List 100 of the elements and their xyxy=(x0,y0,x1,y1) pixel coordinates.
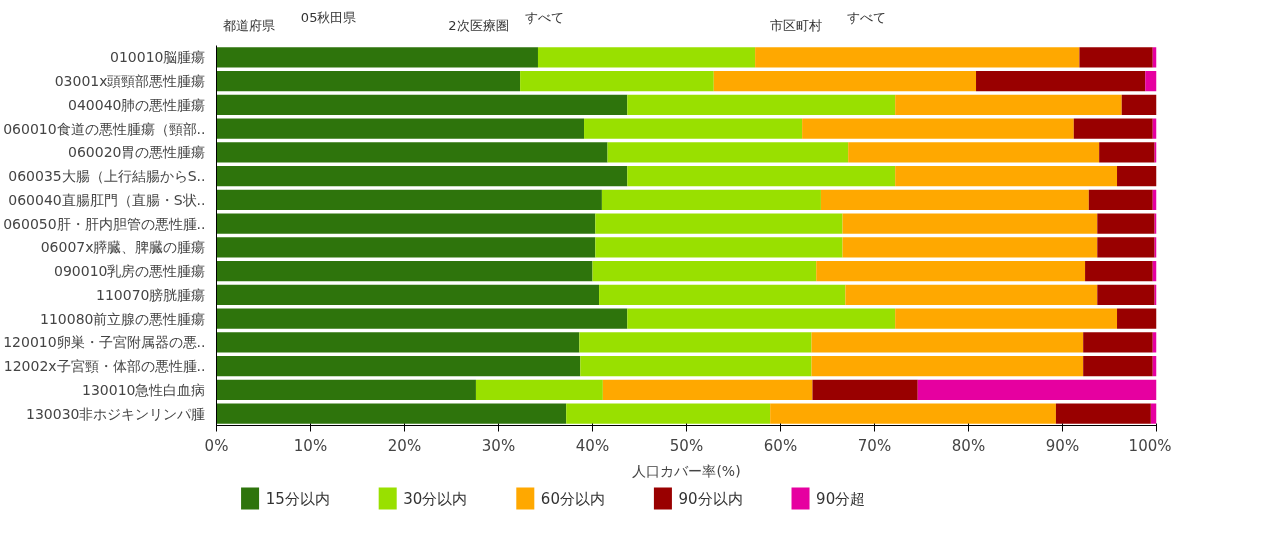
x-tick-label: 30% xyxy=(481,436,516,455)
bar xyxy=(1121,94,1157,115)
bar xyxy=(599,284,846,305)
y-tick-label: 06007x膵臓、脾臓の腫瘍 xyxy=(40,239,206,256)
bar xyxy=(216,403,567,424)
bar xyxy=(1088,189,1153,210)
bar xyxy=(845,284,1098,305)
bar xyxy=(520,71,714,92)
bar xyxy=(895,94,1122,115)
x-tick-label: 80% xyxy=(951,436,986,455)
bar xyxy=(820,189,1089,210)
bar xyxy=(602,379,813,400)
y-tick-label: 130030非ホジキンリンパ腫 xyxy=(26,405,206,422)
bar xyxy=(216,332,580,353)
bar xyxy=(592,261,817,282)
bar xyxy=(802,118,1074,139)
bar xyxy=(1083,356,1153,377)
text: 05秋田県 xyxy=(300,9,357,25)
x-tick-label: 100% xyxy=(1128,436,1172,455)
bar xyxy=(216,237,596,258)
bar xyxy=(216,356,581,377)
bar xyxy=(216,71,521,92)
bar xyxy=(1097,284,1155,305)
x-tick-label: 60% xyxy=(763,436,798,455)
x-tick-label: 50% xyxy=(669,436,704,455)
legend-label: 60分以内 xyxy=(540,489,605,508)
text: すべて xyxy=(525,9,565,25)
y-tick-label: 060035大腸（上行結腸からS.. xyxy=(8,168,206,185)
bar xyxy=(216,142,608,163)
x-tick-label: 70% xyxy=(857,436,892,455)
bar xyxy=(895,308,1118,329)
bar xyxy=(566,403,771,424)
bar xyxy=(216,118,585,139)
y-tick-label: 010010脳腫瘍 xyxy=(110,49,206,66)
bar xyxy=(216,284,600,305)
bar xyxy=(216,47,538,68)
bar xyxy=(216,189,602,210)
bar xyxy=(627,94,896,115)
bar xyxy=(816,261,1086,282)
x-tick-label: 20% xyxy=(387,436,422,455)
x-tick-label: 10% xyxy=(293,436,328,455)
bar xyxy=(811,356,1084,377)
text: 都道府県 xyxy=(223,17,276,33)
bar xyxy=(475,379,603,400)
bar xyxy=(216,166,628,187)
y-tick-label: 12002x子宮頸・体部の悪性腫.. xyxy=(3,358,206,375)
bar xyxy=(812,379,918,400)
legend-label: 15分以内 xyxy=(265,489,330,508)
bar xyxy=(917,379,1157,400)
y-tick-label: 120010卵巣・子宮附属器の悪.. xyxy=(3,334,206,351)
bar xyxy=(842,237,1098,258)
bar xyxy=(770,403,1056,424)
bar xyxy=(216,94,628,115)
bar xyxy=(1097,213,1155,234)
legend-label: 30分以内 xyxy=(403,489,468,508)
x-axis-title: 人口カバー率(%) xyxy=(632,462,741,479)
bar xyxy=(595,213,843,234)
bar xyxy=(1117,166,1157,187)
y-tick-label: 090010乳房の悪性腫瘍 xyxy=(54,263,206,280)
bar xyxy=(755,47,1080,68)
bar xyxy=(1055,403,1151,424)
legend-label: 90分超 xyxy=(816,489,866,508)
bar xyxy=(1145,71,1157,92)
bar xyxy=(713,71,977,92)
bar xyxy=(216,379,476,400)
bar xyxy=(584,118,803,139)
bar xyxy=(601,189,821,210)
bar xyxy=(1073,118,1153,139)
bar xyxy=(627,166,896,187)
y-tick-label: 060050肝・肝内胆管の悪性腫.. xyxy=(3,215,206,232)
bar xyxy=(1079,47,1153,68)
x-tick-label: 90% xyxy=(1045,436,1080,455)
bar xyxy=(579,332,812,353)
bar xyxy=(895,166,1118,187)
bar xyxy=(216,308,628,329)
bar xyxy=(1085,261,1153,282)
legend-label: 90分以内 xyxy=(678,489,743,508)
bar xyxy=(595,237,843,258)
x-tick-label: 40% xyxy=(575,436,610,455)
bar xyxy=(1117,308,1157,329)
bar xyxy=(1097,237,1155,258)
bar xyxy=(848,142,1100,163)
bar xyxy=(1083,332,1153,353)
bar xyxy=(537,47,756,68)
y-tick-label: 110080前立腺の悪性腫瘍 xyxy=(40,310,206,327)
bar xyxy=(976,71,1146,92)
bar xyxy=(607,142,849,163)
y-tick-label: 040040肺の悪性腫瘍 xyxy=(68,96,206,113)
bar xyxy=(216,213,596,234)
bar xyxy=(580,356,812,377)
y-tick-label: 060010食道の悪性腫瘍（頸部.. xyxy=(3,120,206,137)
bar xyxy=(1099,142,1155,163)
y-tick-label: 130010急性白血病 xyxy=(82,381,206,398)
y-tick-label: 110070膀胱腫瘍 xyxy=(96,286,206,303)
y-tick-label: 060020胃の悪性腫瘍 xyxy=(68,144,206,161)
text: すべて xyxy=(847,9,887,25)
text: 2次医療圏 xyxy=(448,17,509,33)
x-tick-label: 0% xyxy=(204,436,229,455)
y-tick-label: 03001x頭頸部悪性腫瘍 xyxy=(54,73,206,90)
y-tick-label: 060040直腸肛門（直腸・S状.. xyxy=(8,191,206,208)
